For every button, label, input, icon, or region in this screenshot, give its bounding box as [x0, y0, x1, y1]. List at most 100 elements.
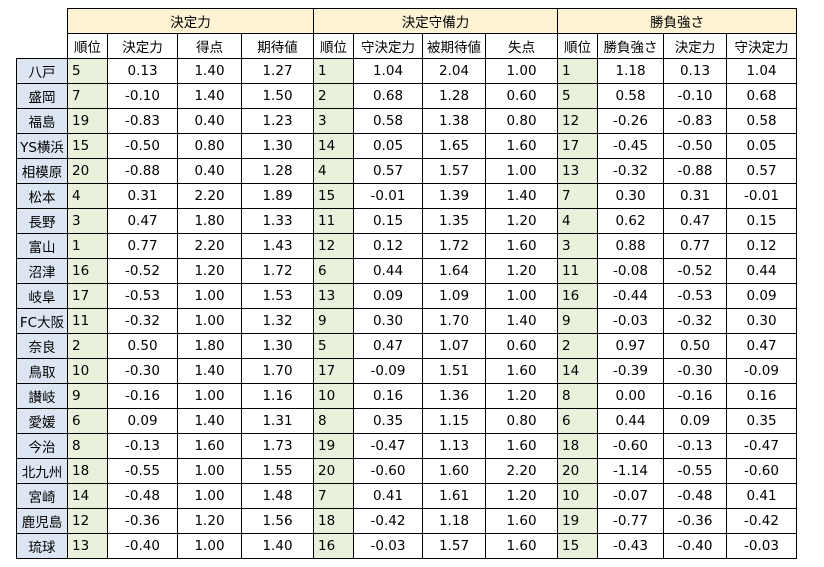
- value-cell: 1.28: [422, 83, 486, 109]
- value-cell: 0.57: [726, 158, 797, 184]
- value-cell: 0.41: [353, 483, 423, 509]
- value-cell: 0.97: [597, 333, 664, 359]
- value-cell: 0.88: [597, 233, 664, 259]
- value-cell: 0.58: [726, 108, 797, 134]
- value-cell: 0.16: [353, 383, 423, 409]
- team-name-cell: 鳥取: [16, 358, 68, 384]
- team-name-cell: 沼津: [16, 258, 68, 284]
- value-cell: 0.30: [353, 308, 423, 334]
- value-cell: 0.15: [726, 208, 797, 234]
- value-cell: 0.44: [726, 258, 797, 284]
- value-cell: -0.47: [353, 433, 423, 459]
- value-cell: 1.20: [485, 483, 558, 509]
- value-cell: 0.30: [597, 183, 664, 209]
- team-name-cell: 鹿児島: [16, 508, 68, 534]
- rank-cell: 13: [313, 283, 354, 309]
- sub-header: 被期待値: [422, 33, 486, 59]
- value-cell: 0.60: [485, 333, 558, 359]
- value-cell: -0.32: [597, 158, 664, 184]
- value-cell: 0.58: [353, 108, 423, 134]
- rank-cell: 4: [313, 158, 354, 184]
- table-body: 八戸 5 0.13 1.40 1.27 1 1.04 2.04 1.00 1 1.18 0.13 1.0…: [16, 58, 797, 559]
- value-cell: 1.20: [485, 258, 558, 284]
- rank-cell: 2: [67, 333, 108, 359]
- value-cell: -0.39: [597, 358, 664, 384]
- table-row: 八戸 5 0.13 1.40 1.27 1 1.04 2.04 1.00 1 1.18 0.13 1.0…: [16, 58, 797, 84]
- value-cell: 0.77: [663, 233, 727, 259]
- team-name-cell: 長野: [16, 208, 68, 234]
- value-cell: 1.00: [177, 533, 242, 559]
- value-cell: -0.40: [663, 533, 727, 559]
- value-cell: -0.88: [663, 158, 727, 184]
- value-cell: -0.55: [107, 458, 178, 484]
- value-cell: -0.03: [726, 533, 797, 559]
- value-cell: 0.44: [353, 258, 423, 284]
- value-cell: -0.55: [663, 458, 727, 484]
- rank-cell: 8: [557, 383, 598, 409]
- value-cell: 0.58: [597, 83, 664, 109]
- value-cell: 0.47: [353, 333, 423, 359]
- value-cell: -0.07: [597, 483, 664, 509]
- rank-cell: 15: [557, 533, 598, 559]
- value-cell: -0.03: [597, 308, 664, 334]
- rank-cell: 10: [313, 383, 354, 409]
- rank-cell: 9: [557, 308, 598, 334]
- value-cell: 1.00: [177, 283, 242, 309]
- sub-header: 期待値: [241, 33, 314, 59]
- rank-cell: 9: [67, 383, 108, 409]
- rank-cell: 1: [67, 233, 108, 259]
- team-name-cell: 福島: [16, 108, 68, 134]
- table-row: 松本 4 0.31 2.20 1.89 15 -0.01 1.39 1.40 7 0.30 0.31-…: [16, 183, 797, 209]
- sub-header: 守決定力: [726, 33, 797, 59]
- value-cell: 1.60: [485, 358, 558, 384]
- value-cell: 1.20: [485, 383, 558, 409]
- value-cell: -0.16: [663, 383, 727, 409]
- rank-cell: 18: [313, 508, 354, 534]
- value-cell: -0.16: [107, 383, 178, 409]
- rank-cell: 14: [67, 483, 108, 509]
- team-name-cell: 宮崎: [16, 483, 68, 509]
- value-cell: 1.60: [422, 458, 486, 484]
- value-cell: -0.47: [726, 433, 797, 459]
- corner-blank: [17, 9, 68, 34]
- value-cell: 1.20: [177, 258, 242, 284]
- value-cell: 1.04: [726, 58, 797, 84]
- value-cell: -0.60: [726, 458, 797, 484]
- value-cell: -0.10: [663, 83, 727, 109]
- value-cell: 1.51: [422, 358, 486, 384]
- group-header-row: 決定力 決定守備力 勝負強さ: [17, 8, 797, 34]
- stats-table: 決定力 決定守備力 勝負強さ 順位 決定力 得点 期待値 順位 守決定力 被期待…: [16, 8, 797, 559]
- sub-header: 順位: [557, 33, 598, 59]
- value-cell: 1.09: [422, 283, 486, 309]
- value-cell: 0.15: [353, 208, 423, 234]
- corner-blank-sub: [17, 34, 68, 59]
- value-cell: 0.12: [726, 233, 797, 259]
- value-cell: -0.52: [107, 258, 178, 284]
- value-cell: 1.00: [177, 458, 242, 484]
- value-cell: 0.31: [663, 183, 727, 209]
- value-cell: 1.65: [422, 133, 486, 159]
- value-cell: -0.60: [597, 433, 664, 459]
- team-name-cell: 北九州: [16, 458, 68, 484]
- value-cell: 1.04: [353, 58, 423, 84]
- value-cell: -0.01: [353, 183, 423, 209]
- value-cell: -0.10: [107, 83, 178, 109]
- value-cell: 1.56: [241, 508, 314, 534]
- value-cell: 2.04: [422, 58, 486, 84]
- rank-cell: 10: [557, 483, 598, 509]
- value-cell: 1.60: [485, 508, 558, 534]
- value-cell: 0.80: [485, 108, 558, 134]
- team-name-cell: 富山: [16, 233, 68, 259]
- value-cell: 1.00: [485, 58, 558, 84]
- table-row: 鳥取 10 -0.30 1.40 1.70 17 -0.09 1.51 1.60 14 -0.39-…: [16, 358, 797, 384]
- team-name-cell: 讃岐: [16, 383, 68, 409]
- team-name-cell: 岐阜: [16, 283, 68, 309]
- value-cell: -0.09: [353, 358, 423, 384]
- value-cell: 1.40: [177, 358, 242, 384]
- team-name-cell: 松本: [16, 183, 68, 209]
- value-cell: 0.68: [726, 83, 797, 109]
- table-row: 北九州 18 -0.55 1.00 1.55 20 -0.60 1.60 2.20 20 -1.14…: [16, 458, 797, 484]
- rank-cell: 16: [313, 533, 354, 559]
- value-cell: -0.50: [107, 133, 178, 159]
- value-cell: 1.40: [485, 183, 558, 209]
